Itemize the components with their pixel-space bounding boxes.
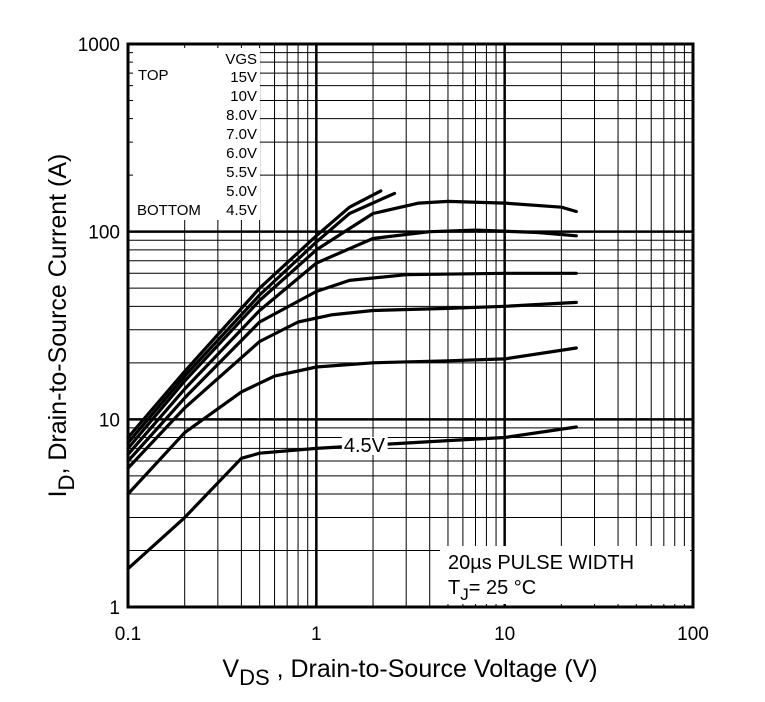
legend-entry: 7.0V: [226, 126, 257, 143]
series-line-vgs-5-0v: [126, 346, 578, 496]
y-tick-labels: 1 10 100 1000: [78, 35, 120, 619]
legend-bottom-label: BOTTOM: [137, 202, 201, 219]
legend-entry: 8.0V: [226, 107, 257, 124]
legend-entry: 6.0V: [226, 145, 257, 162]
series-line-vgs-4-5v: [126, 425, 578, 571]
pulse-annotation-background: [440, 546, 690, 604]
curve-label-background: [341, 436, 388, 455]
y-tick-label: 10: [99, 410, 120, 431]
y-axis-label-rest: , Drain-to-Source Current (A): [44, 154, 72, 475]
legend-entries: 15V 10V 8.0V 7.0V 6.0V 5.5V 5.0V 4.5V: [226, 69, 257, 219]
x-tick-label: 100: [677, 624, 709, 645]
legend-entry: 4.5V: [226, 202, 257, 219]
curve-label-4-5v: 4.5V: [344, 435, 386, 457]
junction-temperature-annotation: TJ= 25 °C: [448, 577, 536, 604]
x-tick-label: 0.1: [115, 624, 141, 645]
legend-entry: 5.5V: [226, 164, 257, 181]
x-axis-label-main: V: [222, 655, 239, 683]
x-axis-label: VDS , Drain-to-Source Voltage (V): [222, 655, 597, 690]
y-tick-label: 1000: [78, 35, 120, 56]
y-axis-label: ID, Drain-to-Source Current (A): [44, 154, 79, 498]
legend-entry: 10V: [230, 88, 257, 105]
series-line-vgs-6-0v: [126, 271, 578, 463]
y-axis-label-sub: D: [54, 475, 79, 491]
legend-header: VGS: [225, 51, 257, 68]
legend-entry: 15V: [230, 69, 257, 86]
legend-top-label: TOP: [138, 67, 169, 84]
legend-background: [133, 48, 260, 220]
x-tick-label: 1: [311, 624, 322, 645]
x-axis-label-sub: DS: [239, 665, 270, 690]
plot-frame: [126, 42, 695, 609]
y-axis-label-main: I: [44, 490, 72, 497]
tj-sub: J: [460, 585, 469, 604]
legend: VGS TOP BOTTOM 15V 10V 8.0V 7.0V 6.0V 5.5V 5.0…: [137, 51, 257, 219]
series-line-vgs-7-0v: [126, 228, 578, 456]
tj-rest: = 25 °C: [469, 577, 536, 599]
y-tick-label: 1: [109, 598, 120, 619]
y-tick-label: 100: [88, 223, 120, 244]
series-curves: [126, 189, 578, 571]
x-tick-label: 10: [494, 624, 515, 645]
series-line-vgs-5-5v: [126, 300, 578, 470]
legend-entry: 5.0V: [226, 183, 257, 200]
series-line-vgs-8-0v: [126, 199, 578, 450]
tj-main: T: [448, 577, 460, 599]
minor-grid: [128, 44, 693, 607]
x-axis-label-rest: , Drain-to-Source Voltage (V): [270, 655, 598, 683]
series-line-vgs-10v: [126, 191, 397, 445]
series-line-vgs-15v: [126, 189, 383, 440]
x-tick-labels: 0.1 1 10 100: [115, 624, 709, 645]
pulse-width-annotation: 20µs PULSE WIDTH: [448, 552, 634, 574]
